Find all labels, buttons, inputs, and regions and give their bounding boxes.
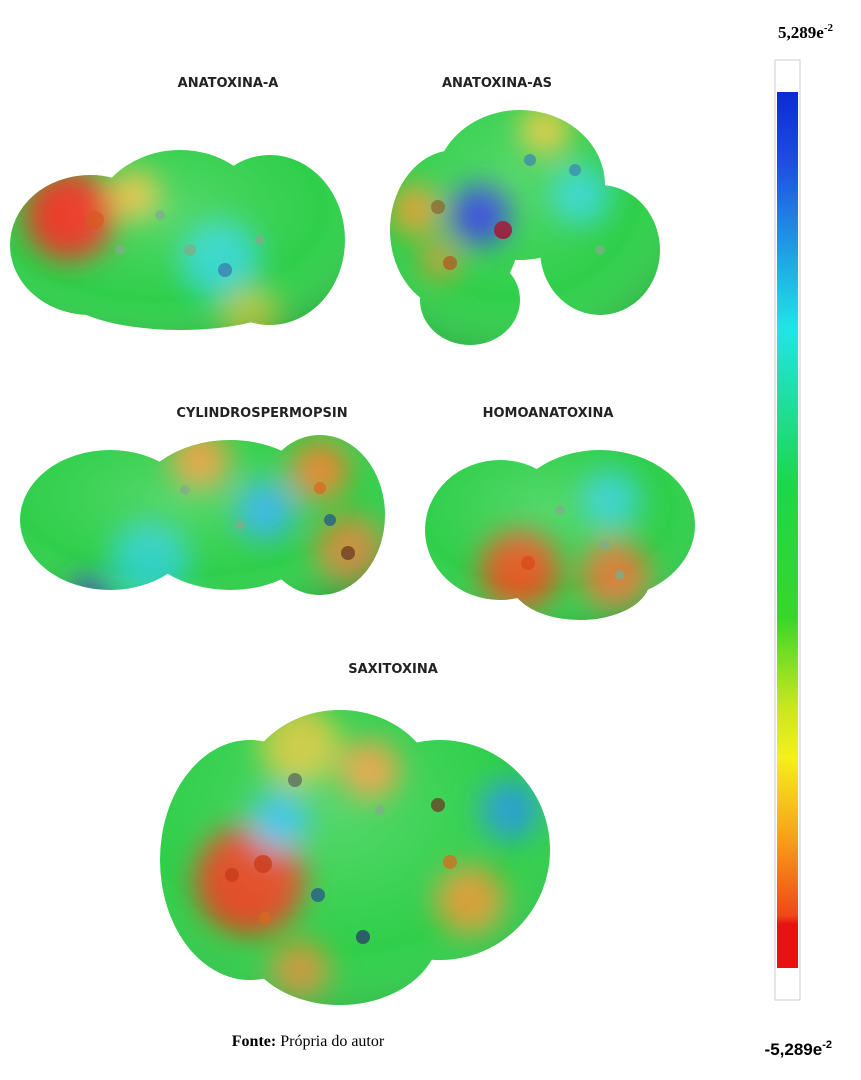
scale-max: 5,289e-2 <box>778 22 833 42</box>
source-label: Fonte: <box>232 1033 276 1050</box>
molecule-name: CYLINDROSPERMOPSIN <box>176 406 347 421</box>
source: Fonte: Própria do autor <box>232 1033 385 1050</box>
figure: ANATOXINA-A ANATOXINA-AS CYLINDROSPERMOP… <box>0 0 861 1080</box>
molecule-surface <box>380 90 670 350</box>
molecule-surface <box>15 430 395 613</box>
scale-max-exponent: -2 <box>824 22 834 34</box>
molecule-surface <box>0 140 360 345</box>
scale-max-base: 5,289e <box>778 23 824 42</box>
molecule-name: HOMOANATOXINA <box>483 406 614 421</box>
molecule-surface <box>150 700 560 1015</box>
molecule-surface <box>420 445 700 625</box>
page: ANATOXINA-A ANATOXINA-AS CYLINDROSPERMOP… <box>0 0 861 1080</box>
molecule-name: ANATOXINA-A <box>178 76 279 91</box>
scale-min-base: -5,289e <box>765 1040 823 1059</box>
molecule-name: SAXITOXINA <box>348 662 438 677</box>
scale-min-exponent: -2 <box>822 1039 832 1051</box>
source-text: Própria do autor <box>280 1033 385 1050</box>
molecule-name: ANATOXINA-AS <box>442 76 552 91</box>
scale-min: -5,289e-2 <box>765 1039 832 1059</box>
color-scale <box>777 92 798 968</box>
